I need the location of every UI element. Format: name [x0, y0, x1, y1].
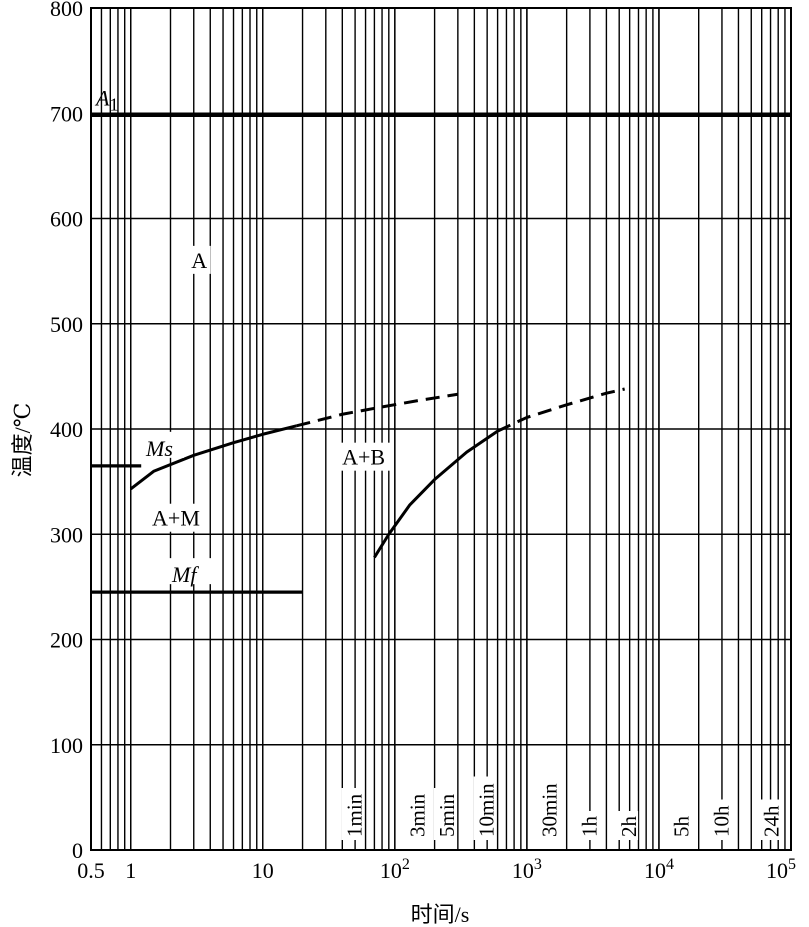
- time-mark-label: 10min: [475, 783, 499, 837]
- x-tick-label: 104: [644, 856, 674, 883]
- annotation-bg: [187, 245, 211, 274]
- region-label: A+M: [152, 506, 200, 531]
- time-label-bg: [616, 811, 639, 840]
- grid: [91, 8, 791, 850]
- time-mark-label: 3min: [406, 793, 430, 837]
- y-axis-title: 温度/℃: [10, 403, 35, 478]
- time-label-bg: [708, 799, 731, 840]
- time-mark-label: 5h: [670, 816, 694, 838]
- annotation-bg: [149, 503, 203, 532]
- y-tick-label: 700: [50, 101, 83, 126]
- y-tick-label: 500: [50, 312, 83, 337]
- x-tick-label: 105: [766, 856, 796, 883]
- y-tick-label: 400: [50, 417, 83, 442]
- time-mark-label: 1h: [577, 816, 601, 838]
- time-mark-label: 10h: [709, 805, 733, 837]
- time-mark-label: 2h: [617, 816, 641, 838]
- ms-label-bg: [142, 431, 184, 458]
- time-label-bg: [758, 799, 781, 840]
- x-tick-label: 103: [512, 856, 542, 883]
- y-tick-label: 0: [72, 838, 83, 863]
- x-tick-label: 0.5: [77, 858, 105, 883]
- ms-label: Ms: [145, 436, 173, 461]
- x-axis-title: 时间/s: [411, 902, 470, 927]
- time-label-bg: [576, 811, 599, 840]
- time-label-bg: [473, 776, 496, 840]
- annotation-bg: [337, 442, 391, 471]
- time-mark-label: 30min: [538, 783, 562, 837]
- plot-border: [90, 7, 792, 851]
- time-label-bg: [404, 788, 427, 840]
- region-label: A+B: [342, 445, 385, 470]
- mf-label-bg: [168, 558, 220, 585]
- labels: 0 100 200 300 400 500 600 700 800 0.5 1 10 102 103 104…: [50, 0, 796, 883]
- x-tick-label: 10: [252, 858, 274, 883]
- y-tick-label: 100: [50, 733, 83, 758]
- time-label-bg: [433, 788, 456, 840]
- plot-frame: [90, 7, 792, 851]
- y-tick-label: 200: [50, 628, 83, 653]
- a1-label: A1: [94, 85, 118, 114]
- time-label-bg: [341, 788, 364, 840]
- y-tick-label: 300: [50, 522, 83, 547]
- time-mark-label: 24h: [760, 805, 784, 837]
- curve-3: [373, 429, 499, 559]
- x-tick-label: 1: [125, 858, 136, 883]
- curve-4: [496, 387, 626, 433]
- time-mark-label: 1min: [343, 793, 367, 837]
- region-label: A: [191, 248, 207, 273]
- time-mark-label: 5min: [435, 793, 459, 837]
- time-label-bg: [536, 776, 559, 840]
- time-label-bg: [668, 811, 691, 840]
- mf-label: Mf: [171, 562, 199, 587]
- reference-lines: [91, 113, 791, 594]
- y-tick-label: 600: [50, 207, 83, 232]
- y-tick-label: 800: [50, 0, 83, 21]
- x-tick-label: 102: [380, 856, 410, 883]
- curve-1: [129, 424, 297, 491]
- curves: [129, 387, 626, 559]
- curve-2: [296, 392, 459, 428]
